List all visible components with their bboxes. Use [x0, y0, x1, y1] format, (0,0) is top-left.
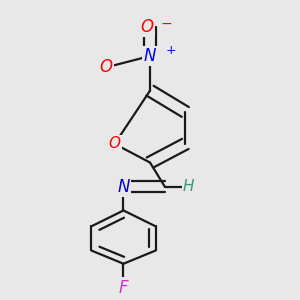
Text: −: − [160, 17, 172, 31]
Text: +: + [165, 44, 176, 57]
Text: O: O [140, 18, 154, 36]
Text: H: H [182, 179, 194, 194]
Text: F: F [119, 279, 128, 297]
Text: O: O [109, 136, 121, 152]
Text: O: O [99, 58, 112, 76]
Text: N: N [117, 178, 130, 196]
Text: N: N [144, 47, 156, 65]
